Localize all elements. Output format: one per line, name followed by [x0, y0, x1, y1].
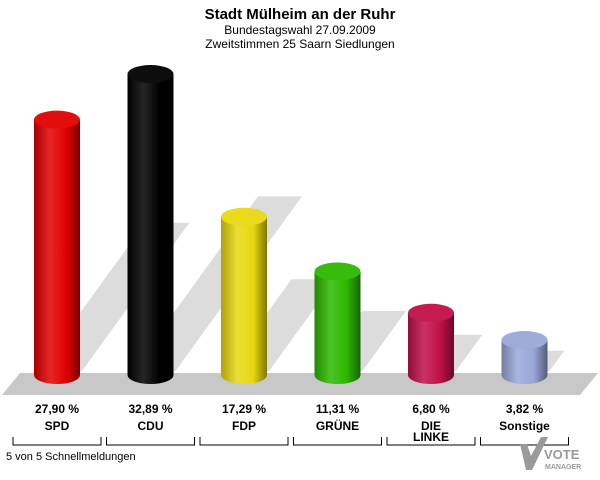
chart-subtitle-date: Bundestagswahl 27.09.2009: [224, 23, 376, 37]
category-bracket: [199, 437, 289, 446]
svg-text:VOTE: VOTE: [544, 447, 580, 462]
category-brackets: [12, 437, 569, 446]
category-label: SPD: [45, 419, 70, 433]
bar: [221, 207, 267, 384]
category-bracket: [386, 437, 476, 446]
value-label: 17,29 %: [222, 402, 266, 416]
value-label: 11,31 %: [316, 402, 360, 416]
bar: [408, 303, 454, 384]
category-label: DIE: [421, 419, 441, 433]
category-label: CDU: [138, 419, 164, 433]
category-bracket: [480, 437, 569, 446]
category-bracket: [106, 437, 195, 446]
bar: [501, 331, 548, 384]
category-label: LINKE: [413, 430, 449, 444]
check-icon: [520, 437, 548, 470]
value-label: 3,82 %: [506, 402, 544, 416]
bars: [34, 65, 548, 385]
category-label: FDP: [232, 419, 256, 433]
value-label: 6,80 %: [412, 402, 450, 416]
vote-manager-logo: VOTE MANAGER: [520, 437, 581, 471]
bar: [314, 262, 361, 384]
category-label: GRÜNE: [316, 418, 359, 433]
chart-subtitle-district: Zweitstimmen 25 Saarn Siedlungen: [205, 37, 394, 51]
chart-title: Stadt Mülheim an der Ruhr: [205, 6, 396, 23]
value-labels: 27,90 % 32,89 % 17,29 % 11,31 % 6,80 % 3,82 %: [35, 402, 544, 416]
bar-shadows: [38, 196, 565, 371]
category-label: Sonstige: [499, 419, 550, 433]
footer-note: 5 von 5 Schnellmeldungen: [6, 451, 136, 463]
value-label: 27,90 %: [35, 402, 79, 416]
category-bracket: [12, 437, 102, 446]
bar: [34, 110, 80, 384]
value-label: 32,89 %: [128, 402, 172, 416]
category-bracket: [293, 437, 382, 446]
bar: [127, 65, 174, 385]
svg-text:MANAGER: MANAGER: [545, 464, 581, 471]
